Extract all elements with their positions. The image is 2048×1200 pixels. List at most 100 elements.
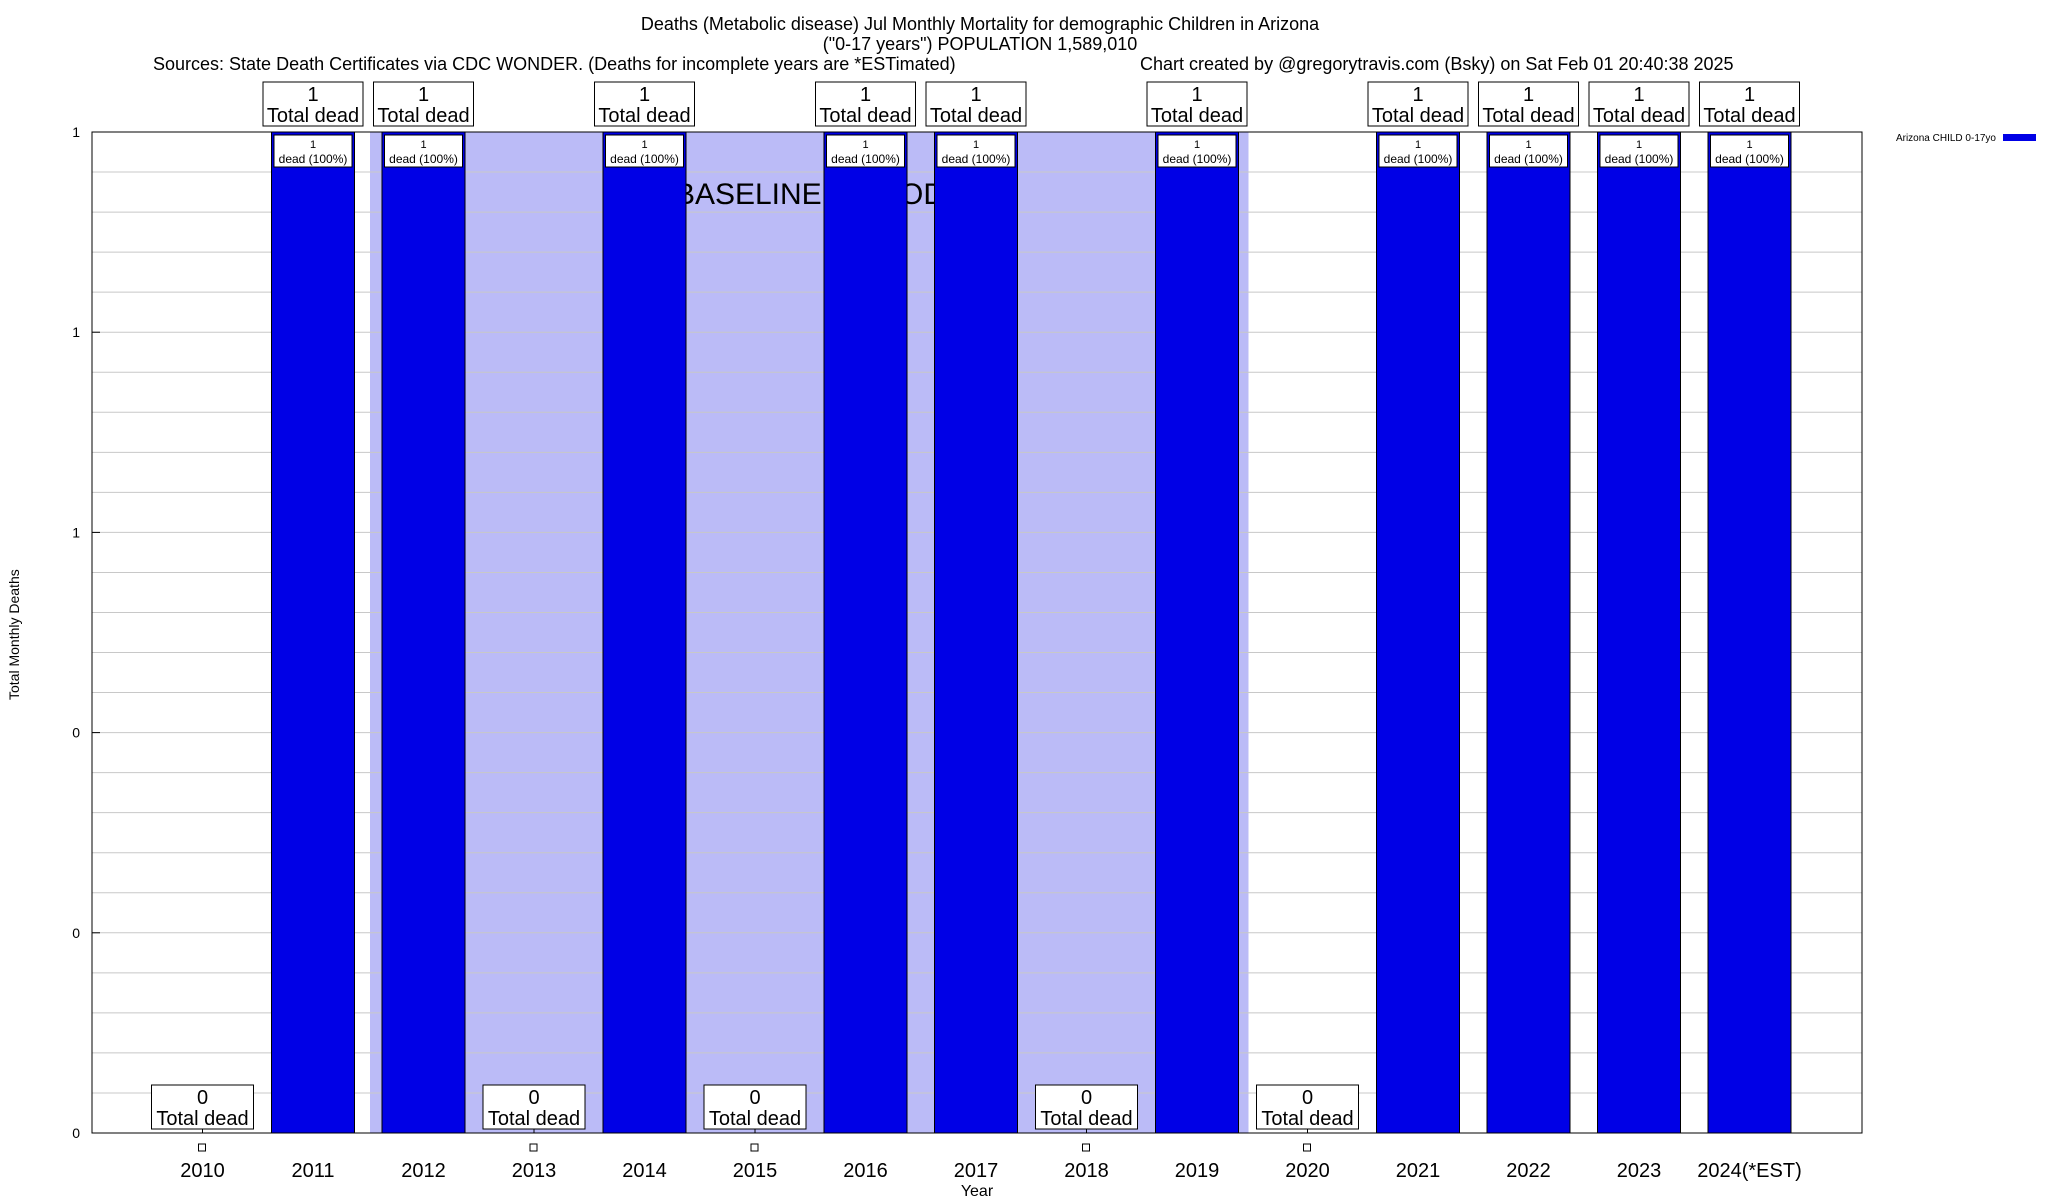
bar-value-label: 1 bbox=[973, 139, 979, 151]
total-label-box bbox=[262, 81, 364, 127]
bar bbox=[1597, 131, 1681, 1134]
total-dead-label: Total dead bbox=[709, 1108, 801, 1130]
bar-value-label: 1 bbox=[1746, 139, 1752, 151]
zero-marker bbox=[1303, 1143, 1311, 1152]
x-tick-label: 2023 bbox=[1617, 1160, 1662, 1182]
zero-marker bbox=[529, 1143, 538, 1152]
bar-value-label: 1 bbox=[1194, 139, 1200, 151]
x-tick-label: 2012 bbox=[401, 1160, 446, 1182]
bar-label-box bbox=[1378, 134, 1458, 168]
total-value-label: 1 bbox=[1633, 84, 1644, 106]
total-value-label: 1 bbox=[1191, 84, 1202, 106]
bar bbox=[823, 131, 908, 1134]
total-dead-label: Total dead bbox=[1703, 105, 1795, 127]
bar bbox=[381, 131, 466, 1134]
total-label-box bbox=[1367, 81, 1469, 127]
bar-label-box bbox=[1710, 134, 1789, 168]
x-tick-label: 2019 bbox=[1175, 1160, 1220, 1182]
total-value-label: 1 bbox=[639, 84, 650, 106]
total-dead-label: Total dead bbox=[598, 105, 690, 127]
bar bbox=[1376, 131, 1460, 1134]
x-tick-label: 2014 bbox=[622, 1160, 667, 1182]
bar-value-label: 1 bbox=[1525, 139, 1531, 151]
bar-value-label: 1 bbox=[641, 139, 647, 151]
total-dead-label: Total dead bbox=[156, 1108, 248, 1130]
total-label-box bbox=[1146, 81, 1248, 127]
bar-percent-label: dead (100%) bbox=[1605, 152, 1674, 166]
x-tick-label: 2010 bbox=[180, 1160, 225, 1182]
zero-marker bbox=[750, 1143, 759, 1152]
bar-value-label: 1 bbox=[1636, 139, 1642, 151]
total-value-label: 1 bbox=[307, 84, 318, 106]
total-label-box bbox=[594, 81, 695, 127]
x-tick-label: 2016 bbox=[843, 1160, 888, 1182]
total-dead-label: Total dead bbox=[1482, 105, 1574, 127]
total-dead-label: Total dead bbox=[819, 105, 911, 127]
bar-value-label: 1 bbox=[310, 139, 316, 151]
y-tick-label: 1 bbox=[72, 324, 80, 340]
y-tick-label: 1 bbox=[72, 524, 80, 540]
total-label-box bbox=[1699, 81, 1800, 127]
bar bbox=[1486, 131, 1571, 1134]
chart-credit: Chart created by @gregorytravis.com (Bsk… bbox=[1140, 54, 1734, 74]
legend-label: Arizona CHILD 0-17yo bbox=[1896, 133, 1996, 144]
x-tick-label: 2020 bbox=[1285, 1160, 1330, 1182]
total-value-label: 1 bbox=[1412, 84, 1423, 106]
bar-label-box bbox=[1157, 134, 1237, 168]
total-value-label: 0 bbox=[1302, 1087, 1313, 1109]
total-dead-label: Total dead bbox=[1593, 105, 1685, 127]
total-value-label: 1 bbox=[418, 84, 429, 106]
bar-value-label: 1 bbox=[420, 139, 426, 151]
bar bbox=[934, 131, 1018, 1134]
zero-marker bbox=[1082, 1143, 1090, 1152]
total-value-label: 1 bbox=[860, 84, 871, 106]
bar-percent-label: dead (100%) bbox=[1384, 152, 1453, 166]
y-tick-label: 0 bbox=[72, 925, 80, 941]
x-tick-label: 2015 bbox=[733, 1160, 778, 1182]
total-label-box bbox=[925, 81, 1027, 127]
chart-sources: Sources: State Death Certificates via CD… bbox=[153, 54, 956, 74]
bar-label-box bbox=[826, 134, 905, 168]
bar-percent-label: dead (100%) bbox=[942, 152, 1011, 166]
total-dead-label: Total dead bbox=[1151, 105, 1243, 127]
bar-percent-label: dead (100%) bbox=[1715, 152, 1784, 166]
total-label-box bbox=[151, 1084, 254, 1130]
bar-value-label: 1 bbox=[1415, 139, 1421, 151]
bar-percent-label: dead (100%) bbox=[279, 152, 348, 166]
total-value-label: 1 bbox=[970, 84, 981, 106]
plot-frame bbox=[91, 131, 1863, 1134]
y-tick-label: 0 bbox=[72, 725, 80, 741]
x-tick-label: 2021 bbox=[1396, 1160, 1441, 1182]
chart-title-line1: Deaths (Metabolic disease) Jul Monthly M… bbox=[640, 14, 1320, 34]
x-tick-label: 2024(*EST) bbox=[1697, 1160, 1802, 1182]
total-label-box bbox=[373, 81, 474, 127]
bar-label-box bbox=[936, 134, 1016, 168]
bar-label-box bbox=[1489, 134, 1568, 168]
total-label-box bbox=[1035, 1084, 1138, 1130]
total-label-box bbox=[482, 1084, 586, 1130]
x-tick-label: 2018 bbox=[1064, 1160, 1109, 1182]
bar-label-box bbox=[1599, 134, 1679, 168]
total-dead-label: Total dead bbox=[488, 1108, 580, 1130]
bar-percent-label: dead (100%) bbox=[1163, 152, 1232, 166]
bar-label-box bbox=[384, 134, 463, 168]
total-value-label: 0 bbox=[1081, 1087, 1092, 1109]
baseline-period-band bbox=[370, 132, 1249, 1133]
total-label-box bbox=[1588, 81, 1690, 127]
zero-marker bbox=[198, 1143, 206, 1152]
bar-percent-label: dead (100%) bbox=[831, 152, 900, 166]
x-tick-label: 2017 bbox=[954, 1160, 999, 1182]
total-label-box bbox=[1256, 1084, 1359, 1130]
total-dead-label: Total dead bbox=[1372, 105, 1464, 127]
total-dead-label: Total dead bbox=[1040, 1108, 1132, 1130]
chart-title-line2: ("0-17 years") POPULATION 1,589,010 bbox=[822, 34, 1138, 54]
bar bbox=[602, 131, 687, 1134]
y-axis-label: Total Monthly Deaths bbox=[6, 569, 22, 700]
bar-percent-label: dead (100%) bbox=[389, 152, 458, 166]
total-dead-label: Total dead bbox=[1261, 1108, 1353, 1130]
total-value-label: 0 bbox=[528, 1087, 539, 1109]
x-tick-label: 2011 bbox=[291, 1160, 334, 1182]
bar-label-box bbox=[605, 134, 684, 168]
bar bbox=[1155, 131, 1239, 1134]
bar-percent-label: dead (100%) bbox=[1494, 152, 1563, 166]
